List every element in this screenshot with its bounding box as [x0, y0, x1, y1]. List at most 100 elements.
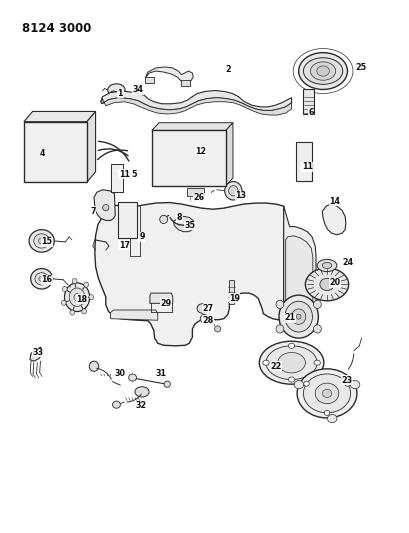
Bar: [303, 90, 314, 114]
Text: 21: 21: [283, 313, 294, 322]
Ellipse shape: [298, 53, 347, 90]
Ellipse shape: [83, 282, 88, 287]
Ellipse shape: [297, 369, 356, 418]
Ellipse shape: [275, 325, 283, 333]
Ellipse shape: [39, 276, 44, 281]
Text: 35: 35: [184, 221, 195, 230]
Ellipse shape: [258, 341, 323, 384]
Ellipse shape: [313, 325, 321, 333]
Ellipse shape: [61, 300, 66, 305]
Ellipse shape: [305, 268, 348, 301]
Ellipse shape: [315, 383, 338, 403]
Polygon shape: [173, 216, 193, 232]
Ellipse shape: [294, 381, 303, 389]
Bar: [181, 80, 190, 86]
Ellipse shape: [310, 62, 335, 80]
Ellipse shape: [110, 91, 117, 98]
Polygon shape: [101, 98, 291, 115]
Bar: [24, 122, 87, 182]
Bar: [110, 164, 123, 192]
Ellipse shape: [305, 166, 310, 169]
Ellipse shape: [305, 176, 310, 180]
Ellipse shape: [89, 361, 99, 372]
Text: 20: 20: [328, 278, 339, 287]
Ellipse shape: [321, 389, 331, 398]
Bar: [296, 142, 311, 181]
Ellipse shape: [218, 165, 225, 172]
Ellipse shape: [313, 300, 321, 309]
Ellipse shape: [64, 283, 90, 311]
Text: 28: 28: [202, 316, 213, 325]
Text: 4: 4: [40, 149, 45, 158]
Text: 5: 5: [131, 170, 137, 179]
Ellipse shape: [218, 156, 225, 163]
Text: 27: 27: [202, 304, 213, 313]
Text: 7: 7: [90, 207, 95, 216]
Ellipse shape: [288, 377, 294, 382]
Ellipse shape: [313, 360, 319, 365]
Ellipse shape: [82, 309, 86, 314]
Bar: [151, 131, 225, 185]
Ellipse shape: [160, 215, 167, 223]
Ellipse shape: [69, 288, 85, 306]
Ellipse shape: [303, 381, 308, 386]
Polygon shape: [110, 310, 157, 320]
Ellipse shape: [197, 304, 206, 313]
Bar: [187, 188, 203, 196]
Ellipse shape: [275, 300, 283, 309]
Ellipse shape: [305, 161, 310, 164]
Ellipse shape: [70, 310, 74, 315]
Bar: [145, 77, 153, 83]
Polygon shape: [94, 190, 115, 221]
Ellipse shape: [112, 401, 120, 408]
Text: 24: 24: [341, 258, 352, 267]
Polygon shape: [283, 206, 315, 323]
Ellipse shape: [164, 381, 170, 387]
Text: 34: 34: [132, 85, 143, 94]
Ellipse shape: [214, 326, 220, 332]
Ellipse shape: [305, 171, 310, 174]
Bar: [117, 201, 136, 238]
Ellipse shape: [89, 295, 93, 300]
Ellipse shape: [218, 174, 225, 182]
Text: 18: 18: [76, 295, 88, 304]
Text: 33: 33: [32, 348, 43, 357]
Text: 15: 15: [41, 237, 52, 246]
Ellipse shape: [319, 278, 333, 290]
Ellipse shape: [317, 260, 336, 272]
Polygon shape: [101, 91, 291, 110]
Ellipse shape: [135, 387, 149, 397]
Ellipse shape: [74, 294, 80, 301]
Text: 25: 25: [354, 63, 365, 72]
Ellipse shape: [278, 295, 317, 338]
Polygon shape: [225, 123, 232, 185]
Text: 8124 3000: 8124 3000: [22, 22, 91, 35]
Ellipse shape: [29, 230, 54, 252]
Text: 26: 26: [193, 193, 204, 202]
Text: 11: 11: [301, 162, 312, 171]
Ellipse shape: [291, 309, 305, 324]
Bar: [228, 280, 234, 304]
Ellipse shape: [218, 147, 225, 154]
Ellipse shape: [277, 352, 305, 373]
Text: 30: 30: [115, 369, 126, 378]
Ellipse shape: [224, 182, 241, 200]
Text: 11: 11: [119, 170, 130, 179]
Ellipse shape: [262, 360, 268, 365]
Ellipse shape: [228, 185, 238, 196]
Ellipse shape: [62, 286, 67, 292]
Polygon shape: [151, 123, 232, 131]
Text: 31: 31: [155, 369, 166, 378]
Ellipse shape: [108, 84, 125, 96]
Text: 12: 12: [195, 147, 206, 156]
Polygon shape: [321, 204, 345, 235]
Text: 19: 19: [229, 294, 239, 303]
Ellipse shape: [288, 343, 294, 349]
Polygon shape: [24, 111, 95, 122]
Ellipse shape: [31, 269, 52, 289]
Ellipse shape: [128, 374, 136, 381]
Ellipse shape: [303, 374, 350, 413]
Text: 16: 16: [41, 276, 52, 284]
Ellipse shape: [218, 138, 225, 145]
Text: 29: 29: [160, 299, 171, 308]
